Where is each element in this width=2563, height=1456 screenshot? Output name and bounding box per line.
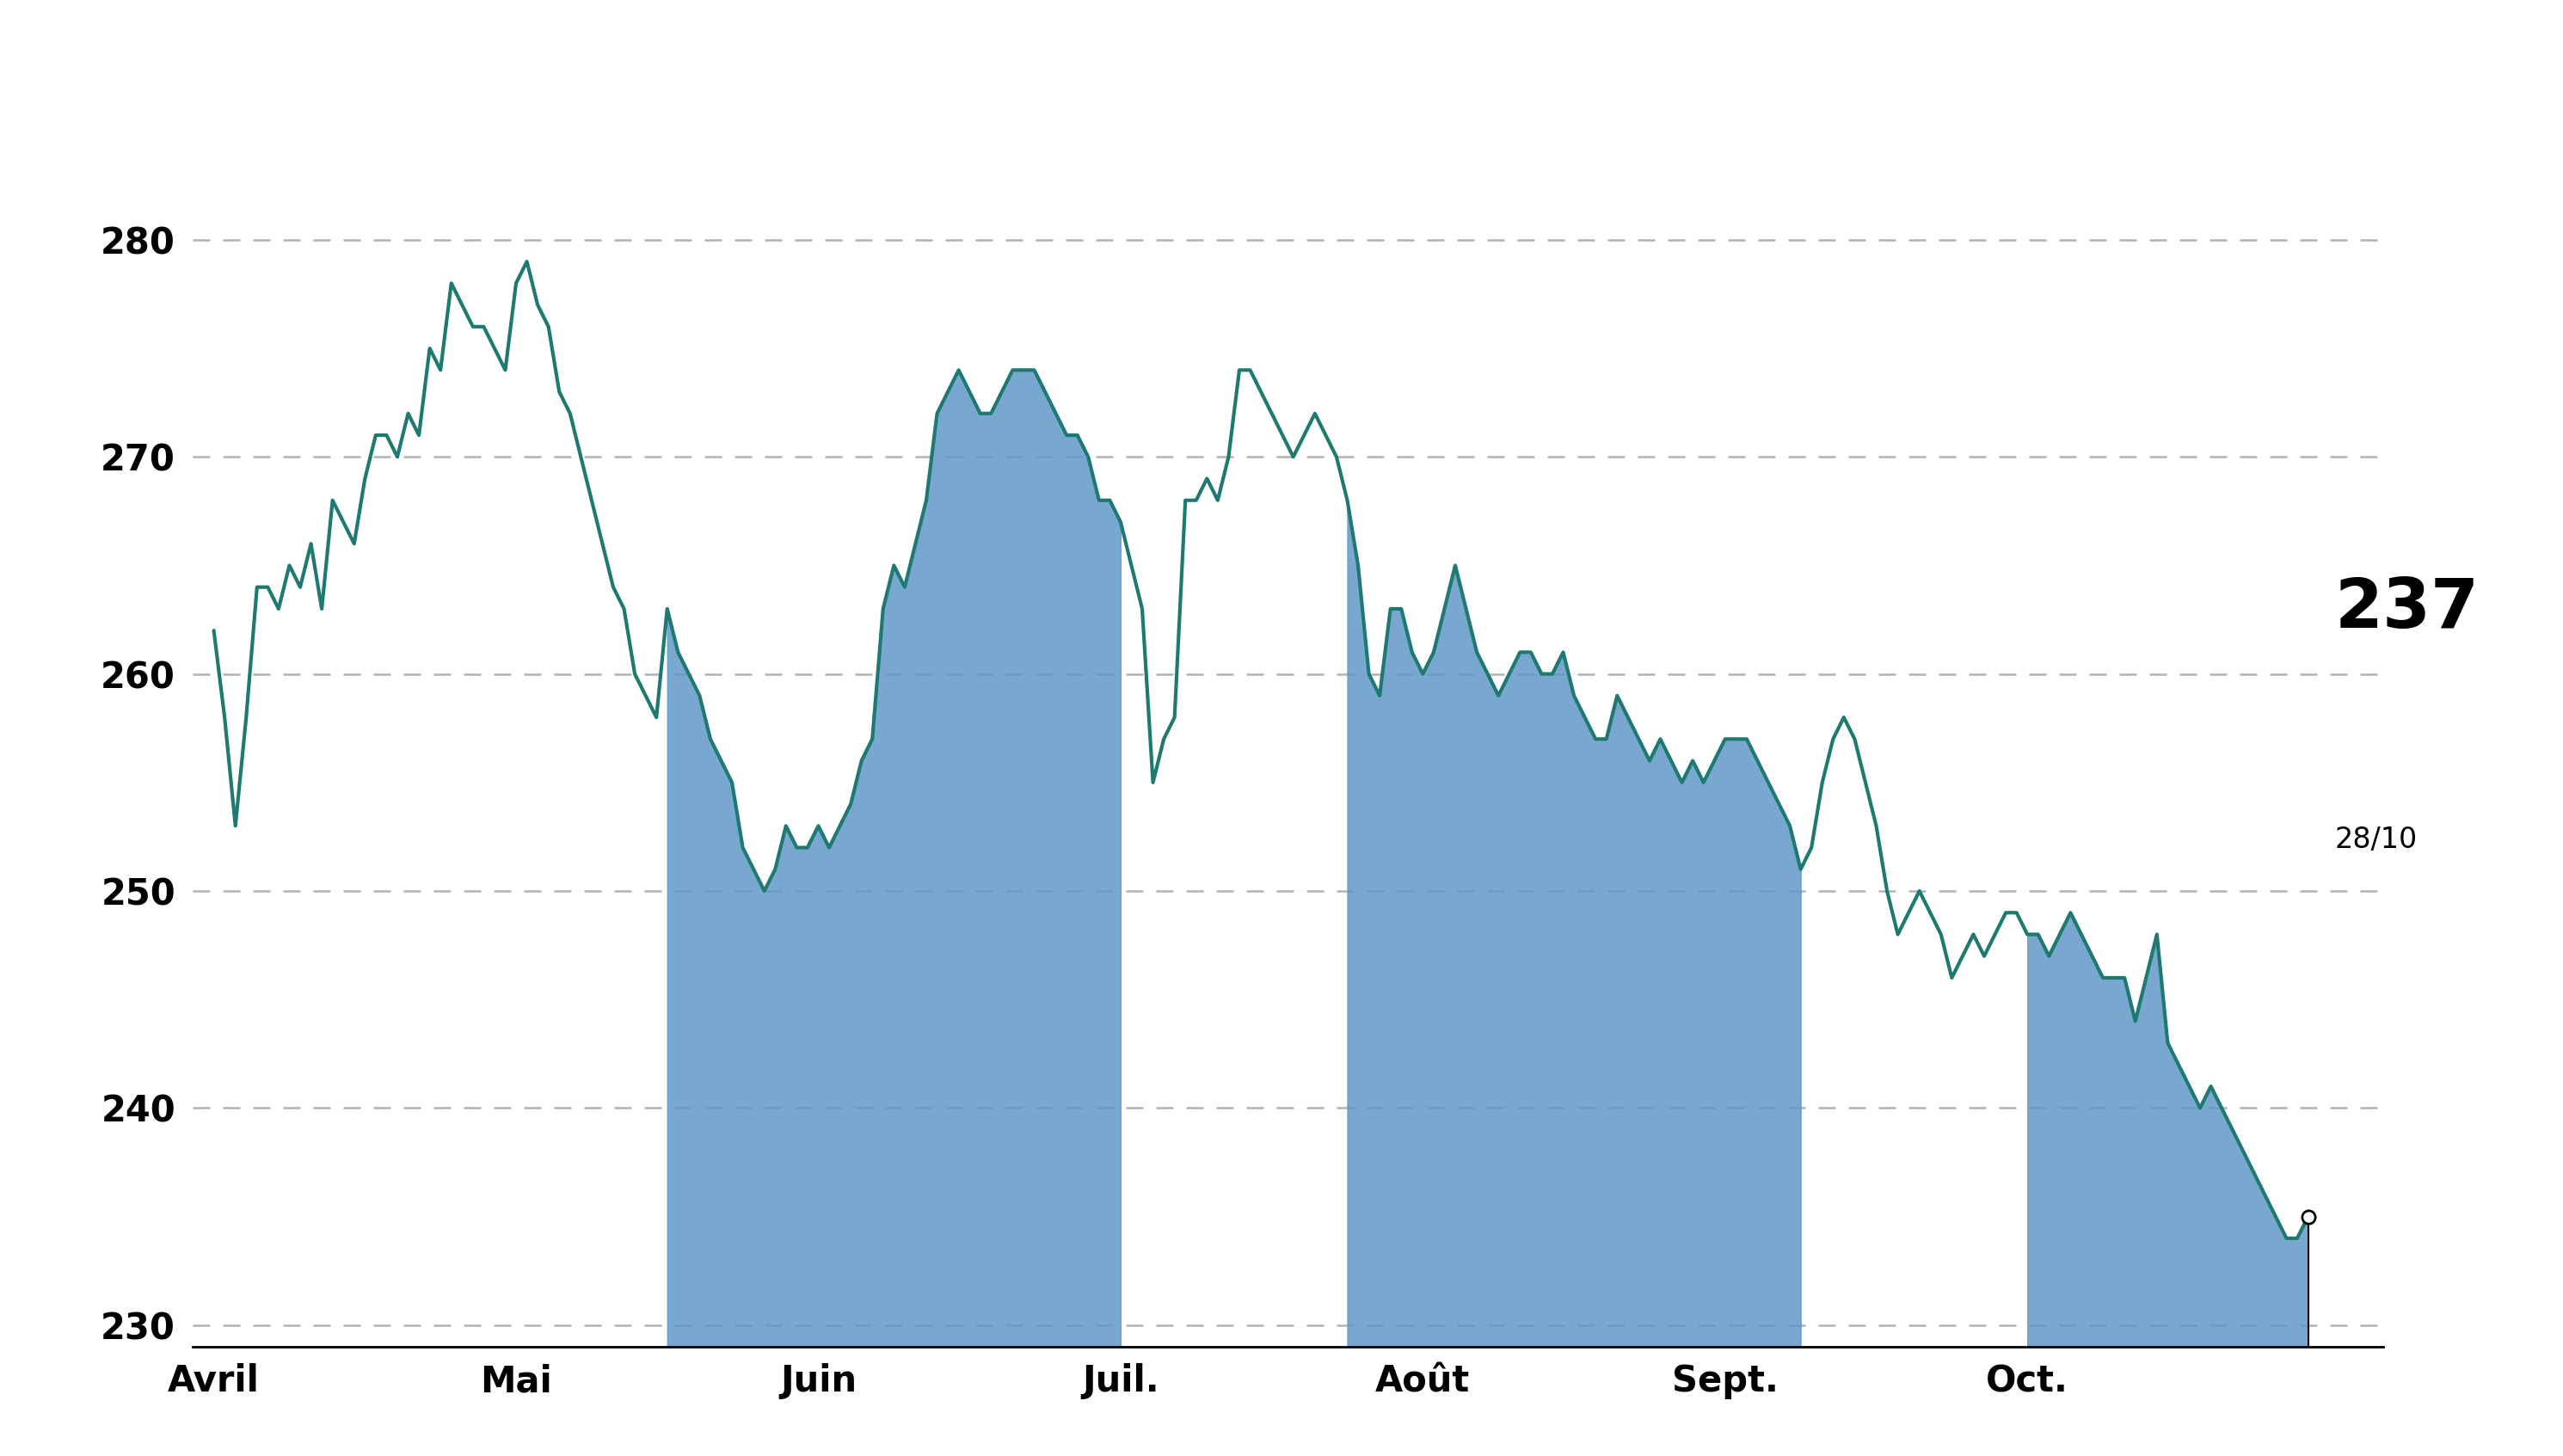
Text: CIE BOIS SAUVAGE: CIE BOIS SAUVAGE — [769, 36, 1794, 131]
Text: 237: 237 — [2335, 575, 2478, 642]
Text: 28/10: 28/10 — [2335, 826, 2417, 855]
